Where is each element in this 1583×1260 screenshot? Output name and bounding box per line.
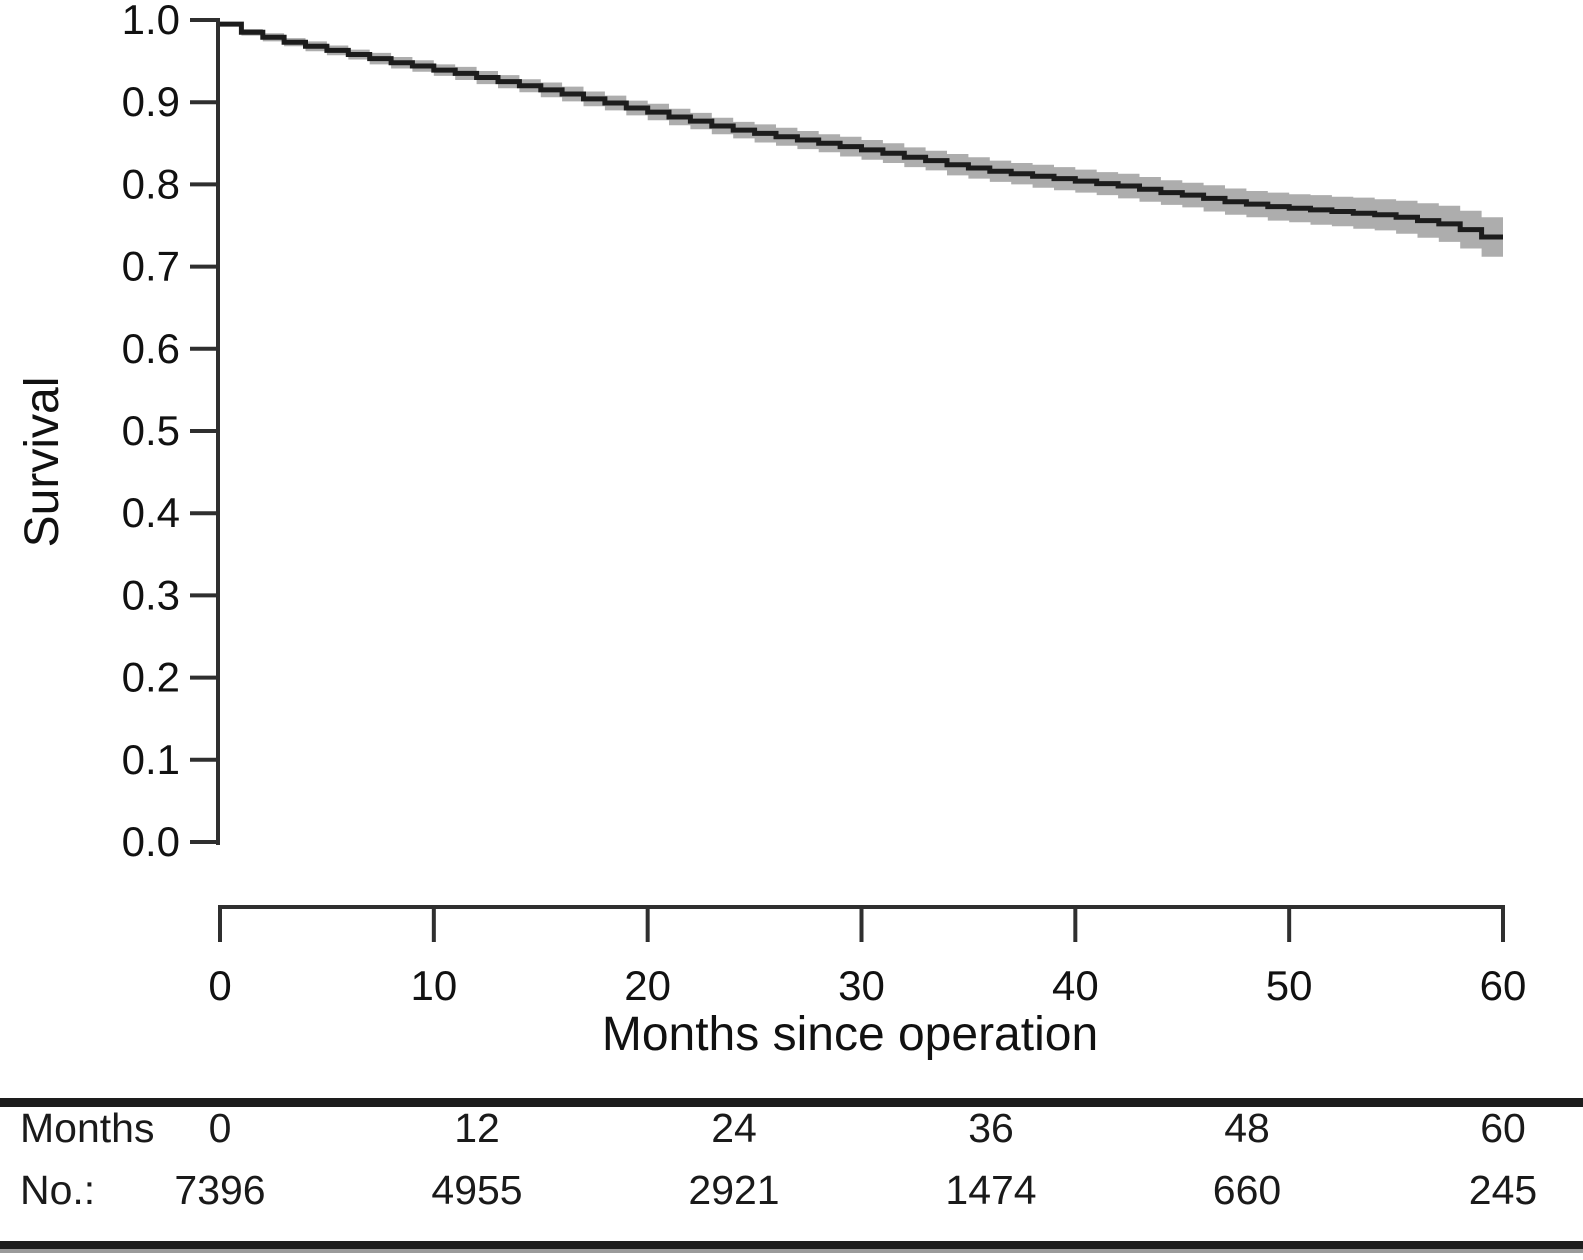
survival-curve (220, 21, 1503, 240)
y-tick-label: 0.5 (122, 407, 180, 454)
table-top-border (0, 1098, 1583, 1107)
at-risk-value: 2921 (688, 1167, 780, 1213)
x-axis-title: Months since operation (602, 1008, 1098, 1061)
y-tick-label: 0.9 (122, 78, 180, 125)
x-tick-label: 60 (1480, 962, 1527, 1009)
y-tick-label: 0.8 (122, 160, 180, 207)
months-value: 12 (454, 1105, 500, 1151)
at-risk-value: 7396 (174, 1167, 266, 1213)
x-tick-label: 0 (208, 962, 231, 1009)
months-value: 24 (711, 1105, 757, 1151)
y-tick-label: 0.7 (122, 243, 180, 290)
months-value: 36 (968, 1105, 1014, 1151)
at-risk-value: 4955 (431, 1167, 523, 1213)
table-bottom-shadow (0, 1249, 1583, 1253)
row-label-number: No.: (20, 1167, 96, 1213)
table-row-months: Months 0 12 24 36 48 60 (0, 1102, 1583, 1154)
confidence-band (220, 22, 1503, 259)
x-tick-label: 20 (624, 962, 671, 1009)
table-bottom-border (0, 1241, 1583, 1249)
months-value: 60 (1480, 1105, 1526, 1151)
x-tick-label: 50 (1266, 962, 1313, 1009)
table-row-number-at-risk: No.: 7396 4955 2921 1474 660 245 (0, 1164, 1583, 1216)
y-tick-label: 1.0 (122, 0, 180, 43)
y-tick-label: 0.0 (122, 818, 180, 865)
y-tick-label: 0.4 (122, 489, 180, 536)
x-tick-label: 30 (838, 962, 885, 1009)
x-tick-label: 40 (1052, 962, 1099, 1009)
months-value: 0 (208, 1105, 232, 1151)
y-tick-label: 0.3 (122, 571, 180, 618)
number-at-risk-table: Months 0 12 24 36 48 60 No.: 7396 4955 2… (0, 1098, 1583, 1260)
at-risk-value: 245 (1468, 1167, 1538, 1213)
at-risk-value: 1474 (945, 1167, 1037, 1213)
row-label-months: Months (20, 1105, 155, 1151)
x-tick-label: 10 (410, 962, 457, 1009)
y-axis-title: Survival (16, 377, 69, 548)
y-tick-label: 0.6 (122, 325, 180, 372)
y-tick-label: 0.1 (122, 736, 180, 783)
months-value: 48 (1224, 1105, 1270, 1151)
at-risk-value: 660 (1212, 1167, 1282, 1213)
y-tick-label: 0.2 (122, 654, 180, 701)
